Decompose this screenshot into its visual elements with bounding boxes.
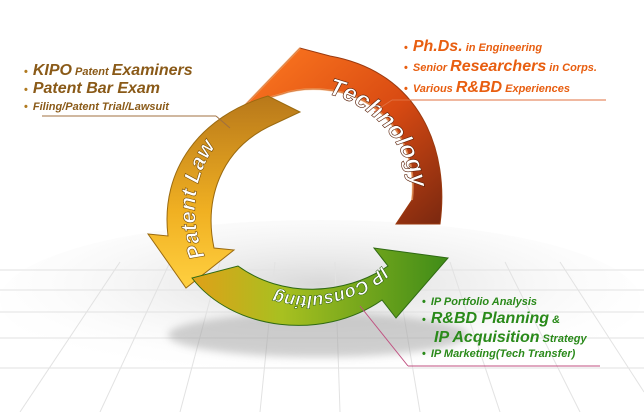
bullet: • <box>24 66 28 78</box>
bullet: • <box>24 100 28 113</box>
bullet: • <box>422 296 426 308</box>
list-item: • Ph.Ds. in Engineering <box>404 38 543 55</box>
list-item: • Filing/Patent Trial/Lawsuit <box>24 100 169 113</box>
patent-law-connector <box>215 115 231 129</box>
ip-consulting-arrow <box>191 247 449 326</box>
ring-shadow <box>168 313 468 357</box>
bullet: • <box>422 313 426 326</box>
technology-arrow <box>242 47 443 225</box>
bullet: • <box>404 82 408 95</box>
technology-list: • Ph.Ds. in Engineering • Senior Researche… <box>404 38 597 99</box>
list-item: • Various R&BD Experiences <box>404 78 570 96</box>
technology-connector <box>373 99 393 113</box>
list-item: • Patent Bar Exam <box>24 80 161 98</box>
list-item: • Senior Researchers in Corps. <box>404 58 597 76</box>
list-item: IP Acquisition Strategy <box>434 329 587 347</box>
list-item: • IP Portfolio Analysis <box>422 296 538 308</box>
list-item: • R&BD Planning & <box>422 309 561 327</box>
list-item: • IP Marketing(Tech Transfer) <box>422 348 576 361</box>
patent-law-arrow <box>146 95 302 289</box>
bullet: • <box>24 84 28 97</box>
patent-law-list: • KIPO Patent Examiners • Patent Bar Exam … <box>24 62 193 113</box>
bullet: • <box>404 42 408 54</box>
ip-consulting-list: • IP Portfolio Analysis • R&BD Planning & … <box>422 296 587 362</box>
list-item: • KIPO Patent Examiners <box>24 62 193 79</box>
bullet: • <box>422 348 426 361</box>
bullet: • <box>404 62 408 75</box>
ip-connector <box>359 305 409 367</box>
